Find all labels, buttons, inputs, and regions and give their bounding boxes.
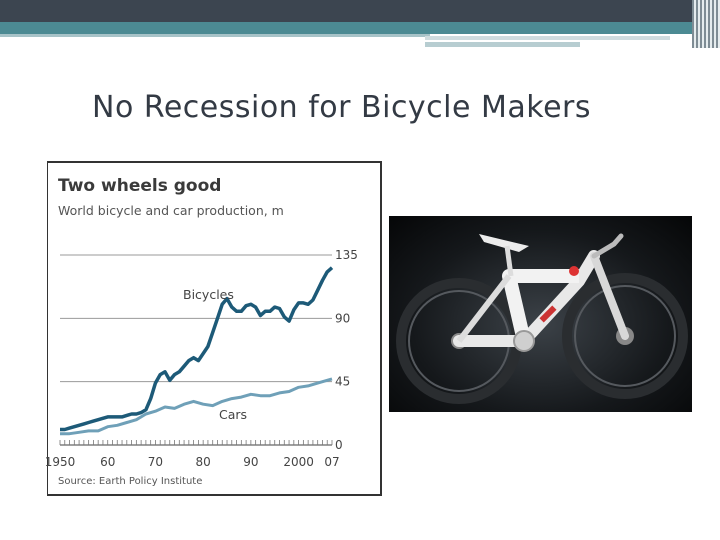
chart-source: Source: Earth Policy Institute (58, 476, 203, 487)
header-stripes (692, 0, 720, 48)
header-bar-dark (0, 0, 720, 22)
x-tick-label: 07 (324, 455, 339, 469)
y-tick-label: 90 (335, 311, 350, 325)
header-bar-teal (0, 22, 720, 34)
bicycle-illustration (396, 233, 688, 404)
x-tick-label: 80 (196, 455, 211, 469)
series-line-bicycles (60, 266, 334, 432)
x-tick-label: 2000 (283, 455, 314, 469)
chart-subtitle: World bicycle and car production, m (58, 203, 284, 218)
header-line-accent (425, 36, 670, 40)
series-line-cars (60, 377, 333, 436)
y-tick-label: 45 (335, 375, 350, 389)
chart-title: Two wheels good (58, 176, 222, 196)
header-line-accent-2 (425, 42, 580, 47)
x-tick-label: 70 (148, 455, 163, 469)
x-tick-label: 90 (243, 455, 258, 469)
y-tick-label: 0 (335, 438, 343, 452)
series-label-bicycles: Bicycles (183, 287, 234, 302)
x-tick-label: 60 (100, 455, 115, 469)
bicycle-photo (389, 216, 692, 412)
x-tick-label: 1950 (45, 455, 76, 469)
slide-title: No Recession for Bicycle Makers (92, 90, 592, 125)
y-tick-label: 135 (335, 248, 358, 262)
series-label-cars: Cars (219, 407, 247, 422)
header-line (0, 34, 430, 37)
